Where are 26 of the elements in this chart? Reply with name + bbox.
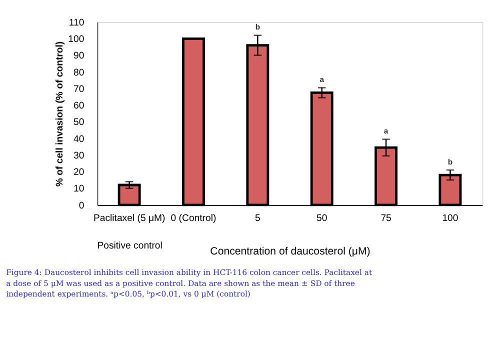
annotation: a bbox=[384, 126, 389, 136]
x-tick-label: 100 bbox=[442, 212, 458, 224]
caption: Figure 4: Daucosterol inhibits cell invasion ability in HCT-116 colon cancer cells. Paclitaxel at a dose of 5 μM was used as a positive control. Data are shown as the mean ± SD of three independent experiments. ᵃp<0.05, ᵇp<0.01, vs 0 μM (control) bbox=[6, 268, 373, 298]
annotation: b bbox=[255, 22, 260, 32]
x-tick-label: 0 (Control) bbox=[170, 212, 216, 224]
y-tick-label: 90 bbox=[74, 50, 84, 62]
y-axis-title: % of cell invasion (% of control) bbox=[54, 41, 66, 187]
y-tick-label: 0 bbox=[78, 200, 84, 212]
y-tick-label: 110 bbox=[68, 17, 84, 28]
text: Positive control bbox=[97, 240, 162, 252]
annotation: a bbox=[320, 74, 325, 84]
y-tick-label: 100 bbox=[68, 34, 84, 46]
x-tick-label: Paclitaxel (5 μM) bbox=[93, 212, 166, 224]
y-tick-label: 80 bbox=[74, 67, 84, 78]
y-tick-label: 50 bbox=[74, 117, 84, 128]
x-tick-label: 75 bbox=[380, 212, 392, 224]
x-tick-label: 5 bbox=[254, 212, 260, 224]
y-tick-label: 60 bbox=[74, 100, 84, 112]
y-tick-label: 30 bbox=[74, 150, 84, 162]
annotation: b bbox=[448, 157, 453, 166]
y-tick-label: 20 bbox=[74, 167, 84, 178]
y-tick-label: 70 bbox=[74, 84, 84, 95]
x-axis-title: Concentration of daucosterol (μM) bbox=[210, 246, 370, 258]
y-tick-label: 40 bbox=[74, 134, 84, 145]
y-tick-label: 10 bbox=[74, 184, 84, 195]
x-tick-label: 50 bbox=[316, 212, 328, 224]
